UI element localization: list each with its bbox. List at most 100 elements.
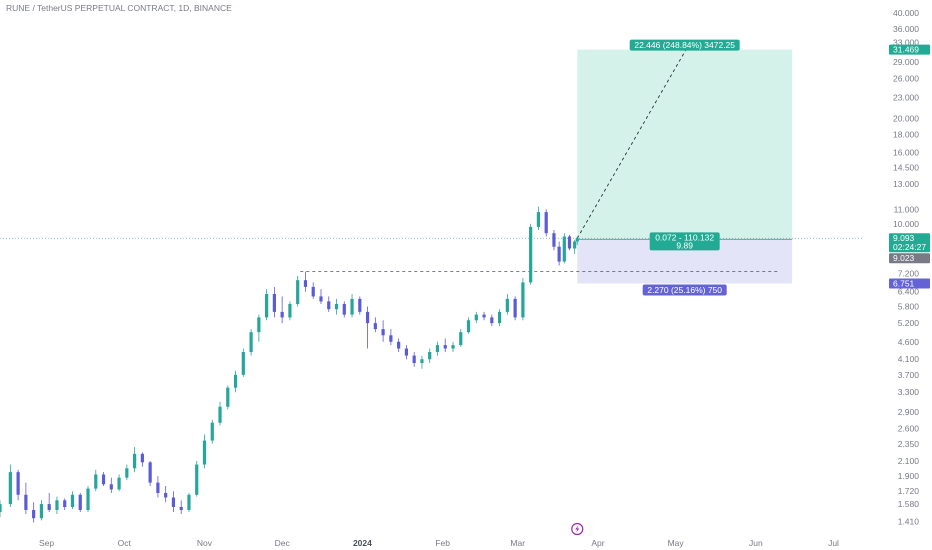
candle-body	[249, 332, 253, 353]
y-tick-label: 4.600	[898, 337, 920, 347]
candle	[567, 234, 572, 251]
candle	[505, 293, 509, 315]
candle-body	[303, 280, 308, 287]
candle-body	[482, 314, 486, 318]
y-tick-label: 3.300	[898, 387, 920, 397]
candle-body	[397, 341, 401, 349]
candle	[358, 296, 362, 315]
candle	[573, 239, 577, 254]
candle	[381, 320, 385, 342]
y-tick-label: 16.000	[893, 147, 919, 157]
candle	[280, 296, 284, 324]
candle-body	[117, 477, 121, 490]
candle	[497, 309, 502, 327]
candle	[373, 317, 377, 333]
y-tick-label: 26.000	[893, 74, 919, 84]
candle-body	[327, 301, 331, 310]
candle-body	[179, 507, 183, 510]
candle	[435, 341, 440, 356]
candle-body	[420, 359, 424, 363]
lightning-icon[interactable]	[571, 522, 584, 536]
candle	[187, 492, 191, 512]
candle	[319, 289, 323, 304]
candle-body	[288, 303, 292, 318]
candle	[521, 277, 525, 321]
candle-body	[505, 298, 509, 312]
candle	[428, 348, 432, 363]
candle	[342, 301, 346, 318]
y-tick-label: 18.000	[893, 130, 919, 140]
candle	[117, 474, 121, 492]
y-tick-label: 2.100	[898, 456, 920, 466]
candle-body	[296, 280, 300, 304]
candle	[562, 233, 566, 264]
candle-body	[195, 464, 199, 495]
candle	[171, 491, 176, 512]
candle	[474, 311, 478, 324]
stop-price-badge: 6.751	[889, 278, 930, 289]
candle-body	[373, 323, 377, 330]
entry-label-bg	[649, 232, 720, 251]
projection-line	[576, 49, 687, 239]
y-tick-label: 4.100	[898, 354, 920, 364]
candle	[397, 338, 401, 353]
candle	[233, 370, 238, 393]
x-tick-label: Jul	[828, 538, 839, 548]
candle	[389, 329, 393, 346]
y-tick-label: 33.000	[893, 37, 919, 47]
x-tick-label: Mar	[510, 538, 525, 548]
time-axis[interactable]: Sep Oct Nov Dec 2024 Feb Mar Apr May Jun Jul	[39, 538, 839, 548]
candle-body	[140, 453, 144, 463]
candle	[412, 352, 416, 367]
candle-body	[265, 293, 269, 318]
y-tick-label: 36.000	[893, 24, 919, 34]
event-marker[interactable]	[571, 522, 584, 536]
candle	[303, 271, 308, 292]
candlestick-series	[0, 206, 579, 523]
candle	[70, 491, 75, 509]
candle	[451, 341, 455, 353]
candle-body	[490, 317, 494, 324]
y-tick-label: 6.400	[898, 287, 920, 297]
entry-label-line2: 9.89	[676, 240, 693, 250]
candle-body	[451, 345, 455, 349]
candle	[101, 472, 106, 486]
candle-body	[109, 484, 113, 490]
x-tick-label: Oct	[118, 538, 132, 548]
stop-label: 2.270 (25.16%) 750	[642, 284, 727, 296]
candle	[55, 496, 59, 515]
target-price-badge-text: 31.469	[893, 45, 919, 55]
candle	[148, 460, 152, 486]
y-tick-label: 5.200	[898, 318, 920, 328]
candle	[249, 329, 253, 356]
candle-body	[233, 374, 238, 388]
candle-body	[101, 474, 106, 485]
candle-body	[474, 314, 478, 321]
candle-body	[536, 212, 541, 227]
y-tick-label: 14.500	[893, 162, 919, 172]
stop-price-badge-bg	[889, 278, 930, 289]
candle-body	[573, 241, 577, 249]
candle-body	[171, 497, 176, 508]
candle	[78, 492, 82, 512]
candle-body	[311, 286, 315, 297]
candle-body	[350, 298, 354, 315]
y-tick-label: 1.900	[898, 471, 920, 481]
candle-body	[428, 352, 432, 360]
candle	[536, 206, 541, 231]
candle-body	[241, 352, 245, 375]
candle-body	[280, 311, 284, 318]
candle	[94, 469, 98, 492]
candle	[32, 502, 36, 523]
candle-body	[389, 335, 393, 342]
candle-body	[0, 504, 2, 512]
x-tick-label: Nov	[197, 538, 213, 548]
candle	[466, 317, 471, 334]
target-price-badge: 31.469	[889, 44, 930, 55]
candle-body	[412, 355, 416, 363]
candle	[257, 314, 261, 342]
candle-body	[521, 282, 525, 318]
candle	[133, 447, 137, 473]
